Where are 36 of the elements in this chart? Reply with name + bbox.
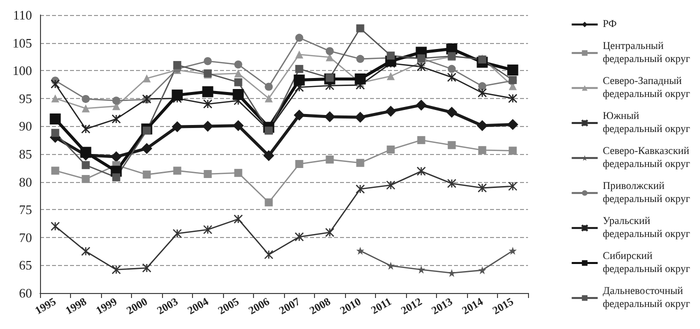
x-tick-label: 2014 [460, 296, 486, 318]
y-tick-label: 60 [19, 286, 32, 300]
legend-label: Приволжский федеральный округ [602, 181, 691, 205]
x-tick-label: 2007 [277, 296, 303, 318]
legend-label: Дальневосточный федеральный округ [602, 286, 691, 310]
legend-label: Уральский федеральный округ [602, 216, 691, 240]
x-tick-label: 2011 [369, 296, 394, 317]
x-tick-label: 1998 [64, 296, 90, 318]
legend-label: РФ [602, 19, 617, 30]
legend-label: Сибирский федеральный округ [602, 251, 691, 275]
y-tick-label: 75 [19, 202, 32, 218]
x-tick-label: 2000 [124, 296, 150, 318]
x-tick-label: 2004 [186, 296, 212, 318]
x-tick-label: 2005 [216, 296, 242, 318]
x-tick-label: 2012 [399, 296, 425, 318]
y-tick-label: 85 [19, 146, 32, 162]
y-tick-label: 95 [19, 90, 32, 106]
x-tick-label: 2008 [308, 296, 334, 318]
x-tick-label: 2003 [155, 296, 181, 318]
y-tick-label: 65 [19, 258, 32, 273]
y-tick-label: 105 [12, 35, 32, 50]
legend-label: Северо-Кавказский федеральный округ [602, 146, 691, 170]
legend-label: Северо-Западный федеральный округ [602, 76, 691, 100]
y-tick-label: 90 [19, 118, 32, 134]
x-tick-label: 2015 [490, 296, 516, 318]
x-tick-label: 2010 [338, 296, 364, 318]
x-tick-label: 2013 [430, 296, 456, 318]
x-tick-label: 2006 [246, 296, 272, 318]
x-tick-label: 1995 [33, 296, 59, 318]
legend-label: Центральный федеральный округ [602, 41, 691, 65]
x-tick-label: 1999 [94, 296, 120, 318]
y-tick-label: 110 [12, 8, 32, 22]
y-tick-label: 80 [19, 174, 32, 190]
y-tick-label: 100 [12, 63, 32, 78]
y-tick-label: 70 [19, 230, 32, 245]
legend-label: Южный федеральный округ [602, 111, 691, 135]
